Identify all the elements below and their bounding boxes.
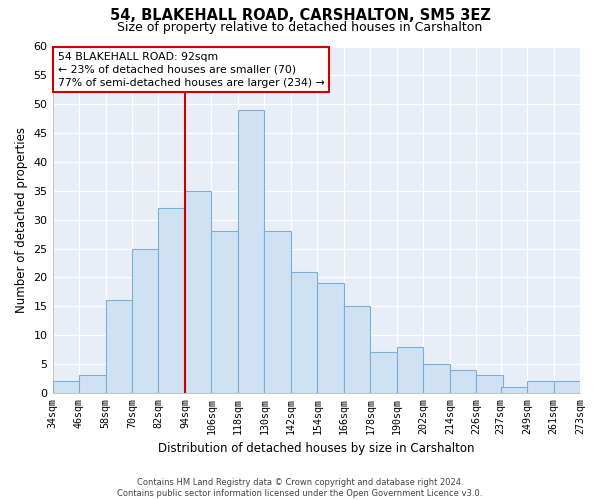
Bar <box>397 346 424 393</box>
X-axis label: Distribution of detached houses by size in Carshalton: Distribution of detached houses by size … <box>158 442 475 455</box>
Bar <box>211 231 238 393</box>
Bar <box>185 191 211 393</box>
Y-axis label: Number of detached properties: Number of detached properties <box>15 126 28 312</box>
Bar <box>370 352 397 393</box>
Text: Contains HM Land Registry data © Crown copyright and database right 2024.
Contai: Contains HM Land Registry data © Crown c… <box>118 478 482 498</box>
Bar <box>344 306 370 393</box>
Bar <box>554 382 580 393</box>
Bar <box>291 272 317 393</box>
Bar <box>158 208 185 393</box>
Bar <box>265 231 291 393</box>
Text: Size of property relative to detached houses in Carshalton: Size of property relative to detached ho… <box>118 21 482 34</box>
Text: 54, BLAKEHALL ROAD, CARSHALTON, SM5 3EZ: 54, BLAKEHALL ROAD, CARSHALTON, SM5 3EZ <box>110 8 490 22</box>
Bar <box>238 110 265 393</box>
Bar <box>424 364 450 393</box>
Bar <box>132 248 158 393</box>
Bar <box>106 300 132 393</box>
Bar <box>317 283 344 393</box>
Bar <box>527 382 554 393</box>
Bar <box>500 387 527 393</box>
Bar <box>53 382 79 393</box>
Bar <box>450 370 476 393</box>
Bar <box>79 376 106 393</box>
Bar <box>476 376 503 393</box>
Text: 54 BLAKEHALL ROAD: 92sqm
← 23% of detached houses are smaller (70)
77% of semi-d: 54 BLAKEHALL ROAD: 92sqm ← 23% of detach… <box>58 52 325 88</box>
